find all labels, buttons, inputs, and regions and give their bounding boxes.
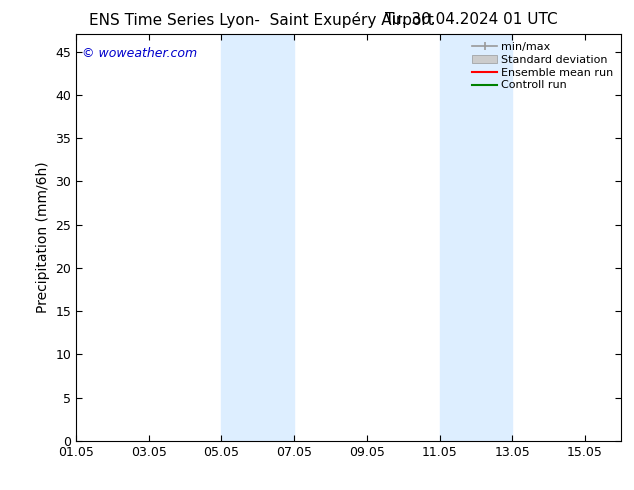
Text: © woweather.com: © woweather.com (82, 47, 197, 59)
Text: ENS Time Series Lyon-  Saint Exupéry Airport: ENS Time Series Lyon- Saint Exupéry Airp… (89, 12, 434, 28)
Bar (221, 34, 294, 441)
Y-axis label: Precipitation (mm/6h): Precipitation (mm/6h) (36, 162, 50, 314)
Bar (439, 34, 512, 441)
Legend: min/max, Standard deviation, Ensemble mean run, Controll run: min/max, Standard deviation, Ensemble me… (470, 40, 616, 93)
Text: Tu. 30.04.2024 01 UTC: Tu. 30.04.2024 01 UTC (385, 12, 558, 27)
